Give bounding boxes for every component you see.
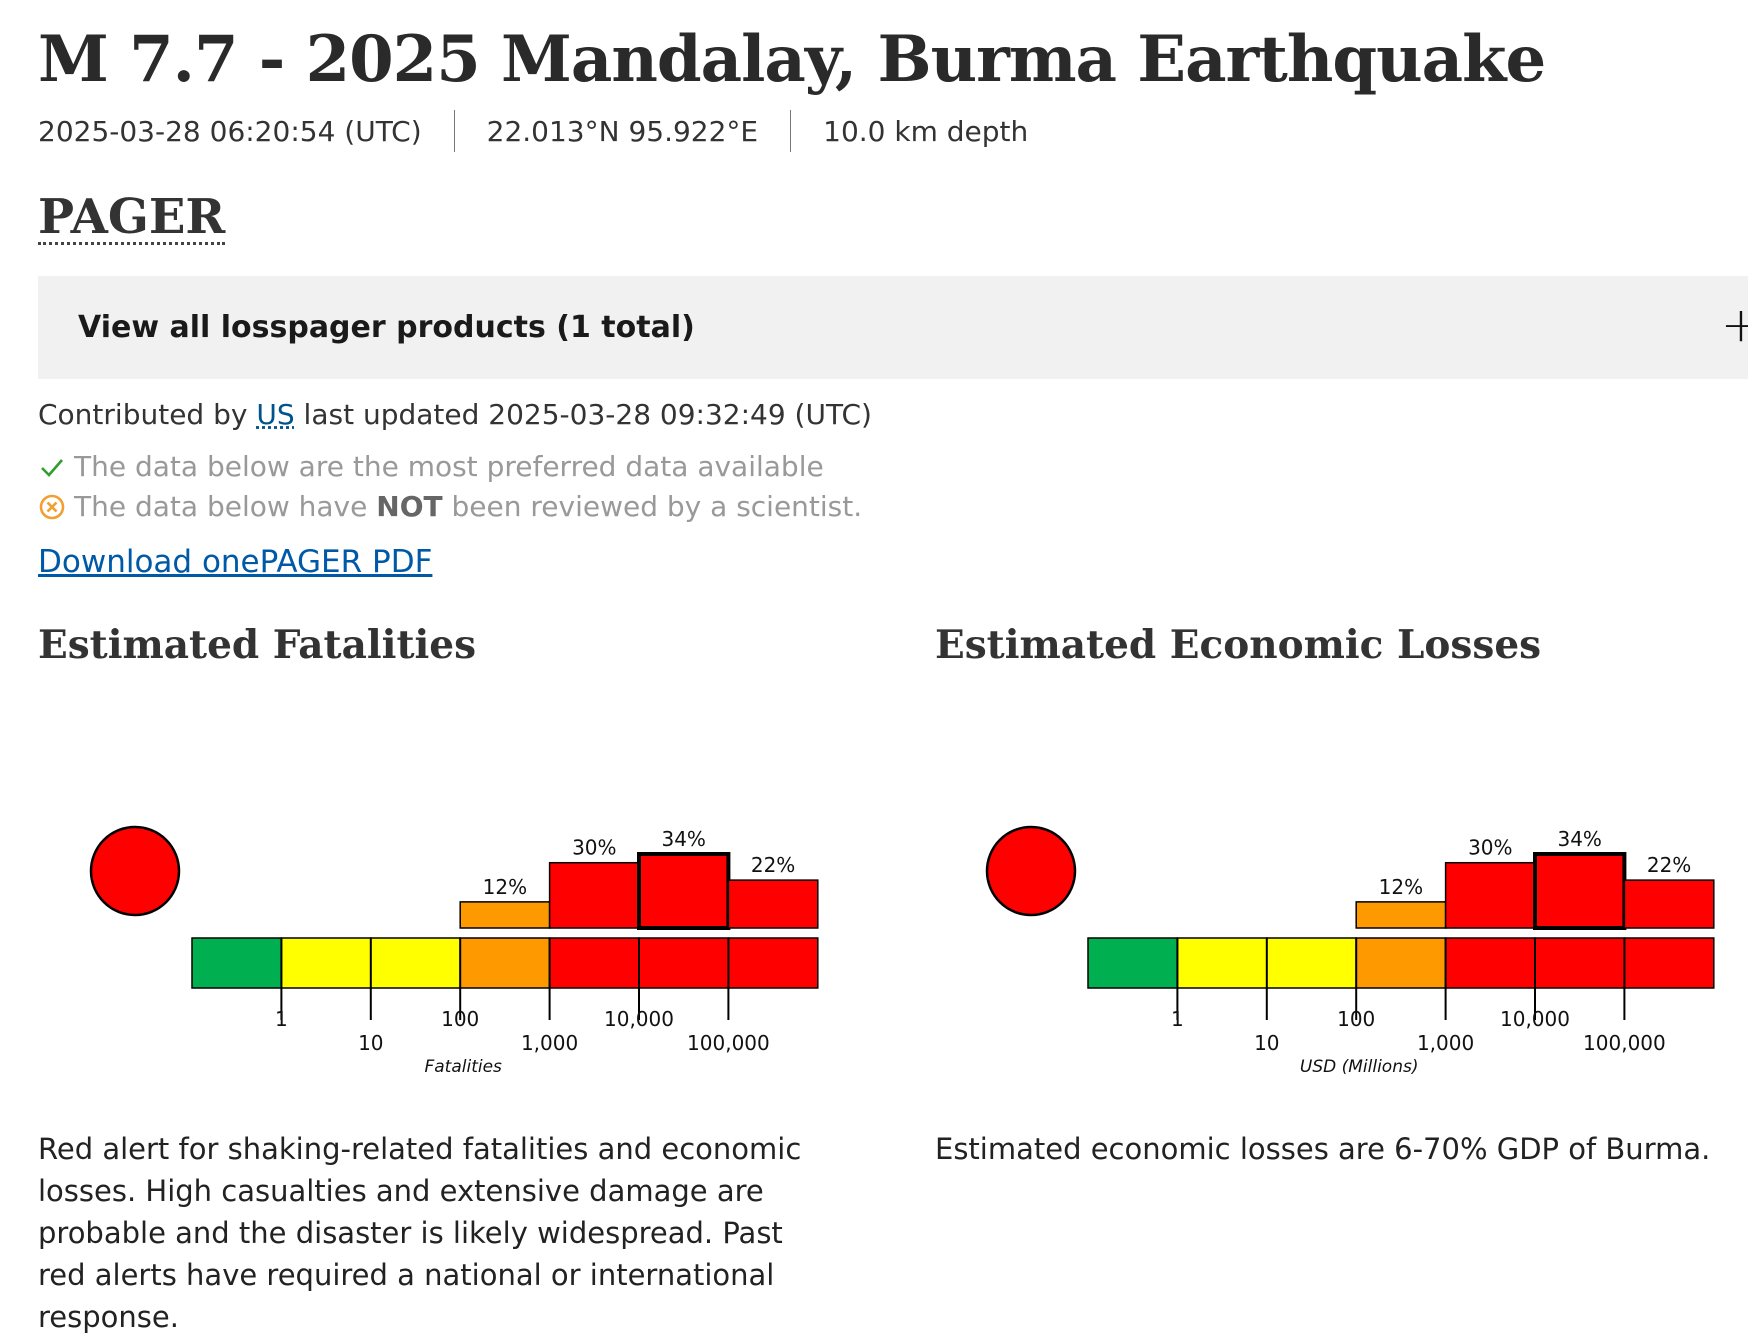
fatalities-description: Red alert for shaking-related fatalities…: [38, 1132, 802, 1334]
status-review: The data below have NOT been reviewed by…: [38, 490, 862, 523]
scale-cell: [1534, 937, 1626, 989]
status-preferred: The data below are the most preferred da…: [38, 450, 824, 483]
bar-value-label: 34%: [661, 827, 705, 851]
probability-bar: [637, 852, 731, 930]
meta-divider: [453, 110, 455, 152]
scale-cell: [370, 937, 461, 989]
alert-level-icon: [985, 825, 1077, 917]
contributor-link[interactable]: US: [256, 398, 295, 431]
tick-label: 100,000: [1583, 1031, 1666, 1055]
last-updated: last updated 2025-03-28 09:32:49 (UTC): [303, 398, 872, 431]
fatalities-title: Estimated Fatalities: [38, 622, 477, 668]
scale-cell: [1266, 937, 1357, 989]
bar-value-label: 34%: [1557, 827, 1601, 851]
tick-label: 1,000: [1417, 1031, 1474, 1055]
contributed-prefix: Contributed by: [38, 398, 248, 431]
status-review-bold: NOT: [376, 490, 443, 523]
scale-cell: [1444, 937, 1536, 989]
economic-title: Estimated Economic Losses: [935, 622, 1542, 668]
section-title-pager[interactable]: PAGER: [38, 189, 226, 246]
event-depth: 10.0 km depth: [823, 114, 1029, 148]
scale-cell: [1087, 937, 1179, 989]
scale-cell: [1355, 937, 1447, 989]
tick-label: 100: [1337, 1007, 1375, 1031]
scale-cell: [191, 937, 283, 989]
economic-chart: 1 10 100 1,000 10,000 100,000 12% 30% 34% 22% USD …: [976, 820, 1748, 1090]
probability-bar: [459, 901, 551, 929]
plus-icon[interactable]: +: [1720, 297, 1748, 353]
scale-cell: [638, 937, 730, 989]
tick-label: 10,000: [604, 1007, 674, 1031]
probability-bar: [548, 861, 640, 929]
tick-label: 10: [1254, 1031, 1279, 1055]
scale-cell: [459, 937, 551, 989]
event-meta: 2025-03-28 06:20:54 (UTC) 22.013°N 95.92…: [38, 110, 1028, 152]
probability-bar: [727, 879, 819, 929]
tick-label: 10,000: [1500, 1007, 1570, 1031]
checkmark-icon: [41, 458, 63, 477]
probability-bar: [1623, 879, 1715, 929]
scale-cell: [548, 937, 640, 989]
tick-label: 1: [1171, 1007, 1184, 1031]
bar-value-label: 30%: [572, 836, 616, 860]
scale-cell: [1623, 937, 1715, 989]
tick-label: 1,000: [521, 1031, 578, 1055]
x-axis-label: Fatalities: [424, 1057, 502, 1077]
tick-label: 1: [275, 1007, 288, 1031]
status-preferred-text: The data below are the most preferred da…: [74, 450, 824, 483]
status-review-after: been reviewed by a scientist.: [451, 490, 863, 523]
page-title: M 7.7 - 2025 Mandalay, Burma Earthquake: [38, 22, 1546, 97]
bar-value-label: 22%: [751, 853, 795, 877]
bar-value-label: 12%: [1379, 875, 1423, 899]
products-accordion[interactable]: View all losspager products (1 total) +: [38, 276, 1748, 379]
probability-bar: [1533, 852, 1627, 930]
tick-label: 10: [358, 1031, 383, 1055]
tick-label: 100: [441, 1007, 479, 1031]
event-location: 22.013°N 95.922°E: [486, 114, 759, 148]
scale-cell: [727, 937, 819, 989]
tick-label: 100,000: [687, 1031, 770, 1055]
fatalities-chart-svg: 1 10 100 1,000 10,000 100,000 12% 30% 34% 22% Fata…: [89, 825, 819, 1077]
probability-bar: [1444, 861, 1536, 929]
bar-value-label: 12%: [483, 875, 527, 899]
probability-bar: [1355, 901, 1447, 929]
contribution-info: Contributed by US last updated 2025-03-2…: [38, 398, 872, 431]
economic-chart-svg: 1 10 100 1,000 10,000 100,000 12% 30% 34% 22% USD …: [985, 825, 1715, 1077]
accordion-label: View all losspager products (1 total): [78, 310, 695, 345]
event-time: 2025-03-28 06:20:54 (UTC): [38, 114, 422, 148]
scale-cell: [280, 937, 372, 989]
meta-divider: [790, 110, 792, 152]
x-axis-label: USD (Millions): [1300, 1057, 1419, 1077]
bar-value-label: 22%: [1647, 853, 1691, 877]
alert-level-icon: [89, 825, 181, 917]
bar-value-label: 30%: [1468, 836, 1512, 860]
status-review-before: The data below have: [74, 490, 368, 523]
scale-cell: [1176, 937, 1268, 989]
fatalities-chart: 1 10 100 1,000 10,000 100,000 12% 30% 34% 22% Fata…: [80, 820, 860, 1090]
warning-x-circle-icon: [39, 494, 65, 519]
download-onepager-link[interactable]: Download onePAGER PDF: [38, 544, 433, 580]
economic-description: Estimated economic losses are 6-70% GDP …: [935, 1132, 1711, 1166]
